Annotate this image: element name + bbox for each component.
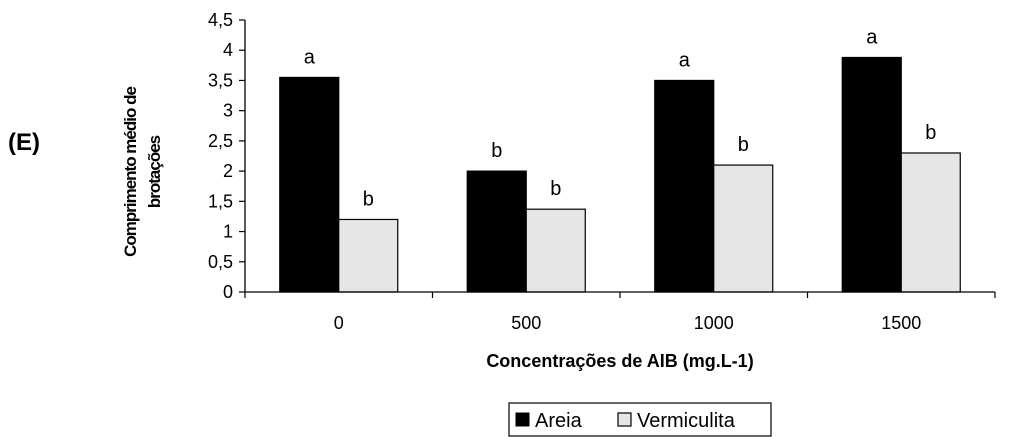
significance-letter: a — [679, 49, 691, 71]
bar-areia — [466, 170, 527, 293]
significance-letter: a — [304, 46, 316, 68]
y-axis-title-line-1: Comprimento médio de — [121, 87, 140, 257]
significance-letter: b — [925, 122, 936, 144]
significance-letter: b — [738, 134, 749, 156]
y-tick-label: 4 — [223, 40, 233, 60]
x-tick-label: 0 — [334, 313, 344, 333]
y-axis-ticks: 0 0,5 1 1,5 2 2,5 3 3,5 4 4,5 — [208, 10, 245, 302]
bar-vermiculita — [525, 208, 586, 293]
legend-swatch-areia — [515, 412, 530, 427]
significance-letters: a b b b a b a b — [304, 26, 937, 210]
significance-letter: b — [550, 178, 561, 200]
significance-letter: b — [363, 188, 374, 210]
bar-vermiculita — [338, 218, 399, 293]
bar-areia — [279, 76, 340, 293]
x-tick-label: 1500 — [881, 313, 921, 333]
bars — [279, 56, 961, 293]
bar-vermiculita — [713, 164, 774, 293]
y-tick-label: 0 — [223, 282, 233, 302]
significance-letter: a — [866, 26, 878, 48]
x-tick-label: 1000 — [694, 313, 734, 333]
y-tick-label: 3 — [223, 101, 233, 121]
x-tick-label: 500 — [511, 313, 541, 333]
y-tick-label: 3,5 — [208, 70, 233, 90]
legend-swatch-vermiculita — [617, 412, 632, 427]
significance-letter: b — [491, 140, 502, 162]
legend-frame — [508, 402, 772, 437]
y-tick-label: 0,5 — [208, 252, 233, 272]
bar-areia — [654, 79, 715, 293]
panel-label: (E) — [8, 129, 40, 156]
y-tick-label: 2,5 — [208, 131, 233, 151]
y-axis-title-line-2: brotações — [145, 135, 164, 208]
y-axis-title: Comprimento médio de brotações — [121, 87, 164, 257]
bar-areia — [841, 56, 902, 293]
y-tick-label: 1,5 — [208, 191, 233, 211]
y-tick-label: 1 — [223, 222, 233, 242]
legend: Areia Vermiculita — [508, 402, 772, 437]
x-axis-ticks: 0 500 1000 1500 — [244, 292, 996, 333]
x-axis-title: Concentrações de AIB (mg.L-1) — [486, 351, 753, 371]
bar-vermiculita — [900, 152, 961, 293]
y-tick-label: 2 — [223, 161, 233, 181]
legend-label-areia: Areia — [535, 410, 583, 432]
y-tick-label: 4,5 — [208, 10, 233, 30]
legend-label-vermiculita: Vermiculita — [637, 410, 736, 432]
